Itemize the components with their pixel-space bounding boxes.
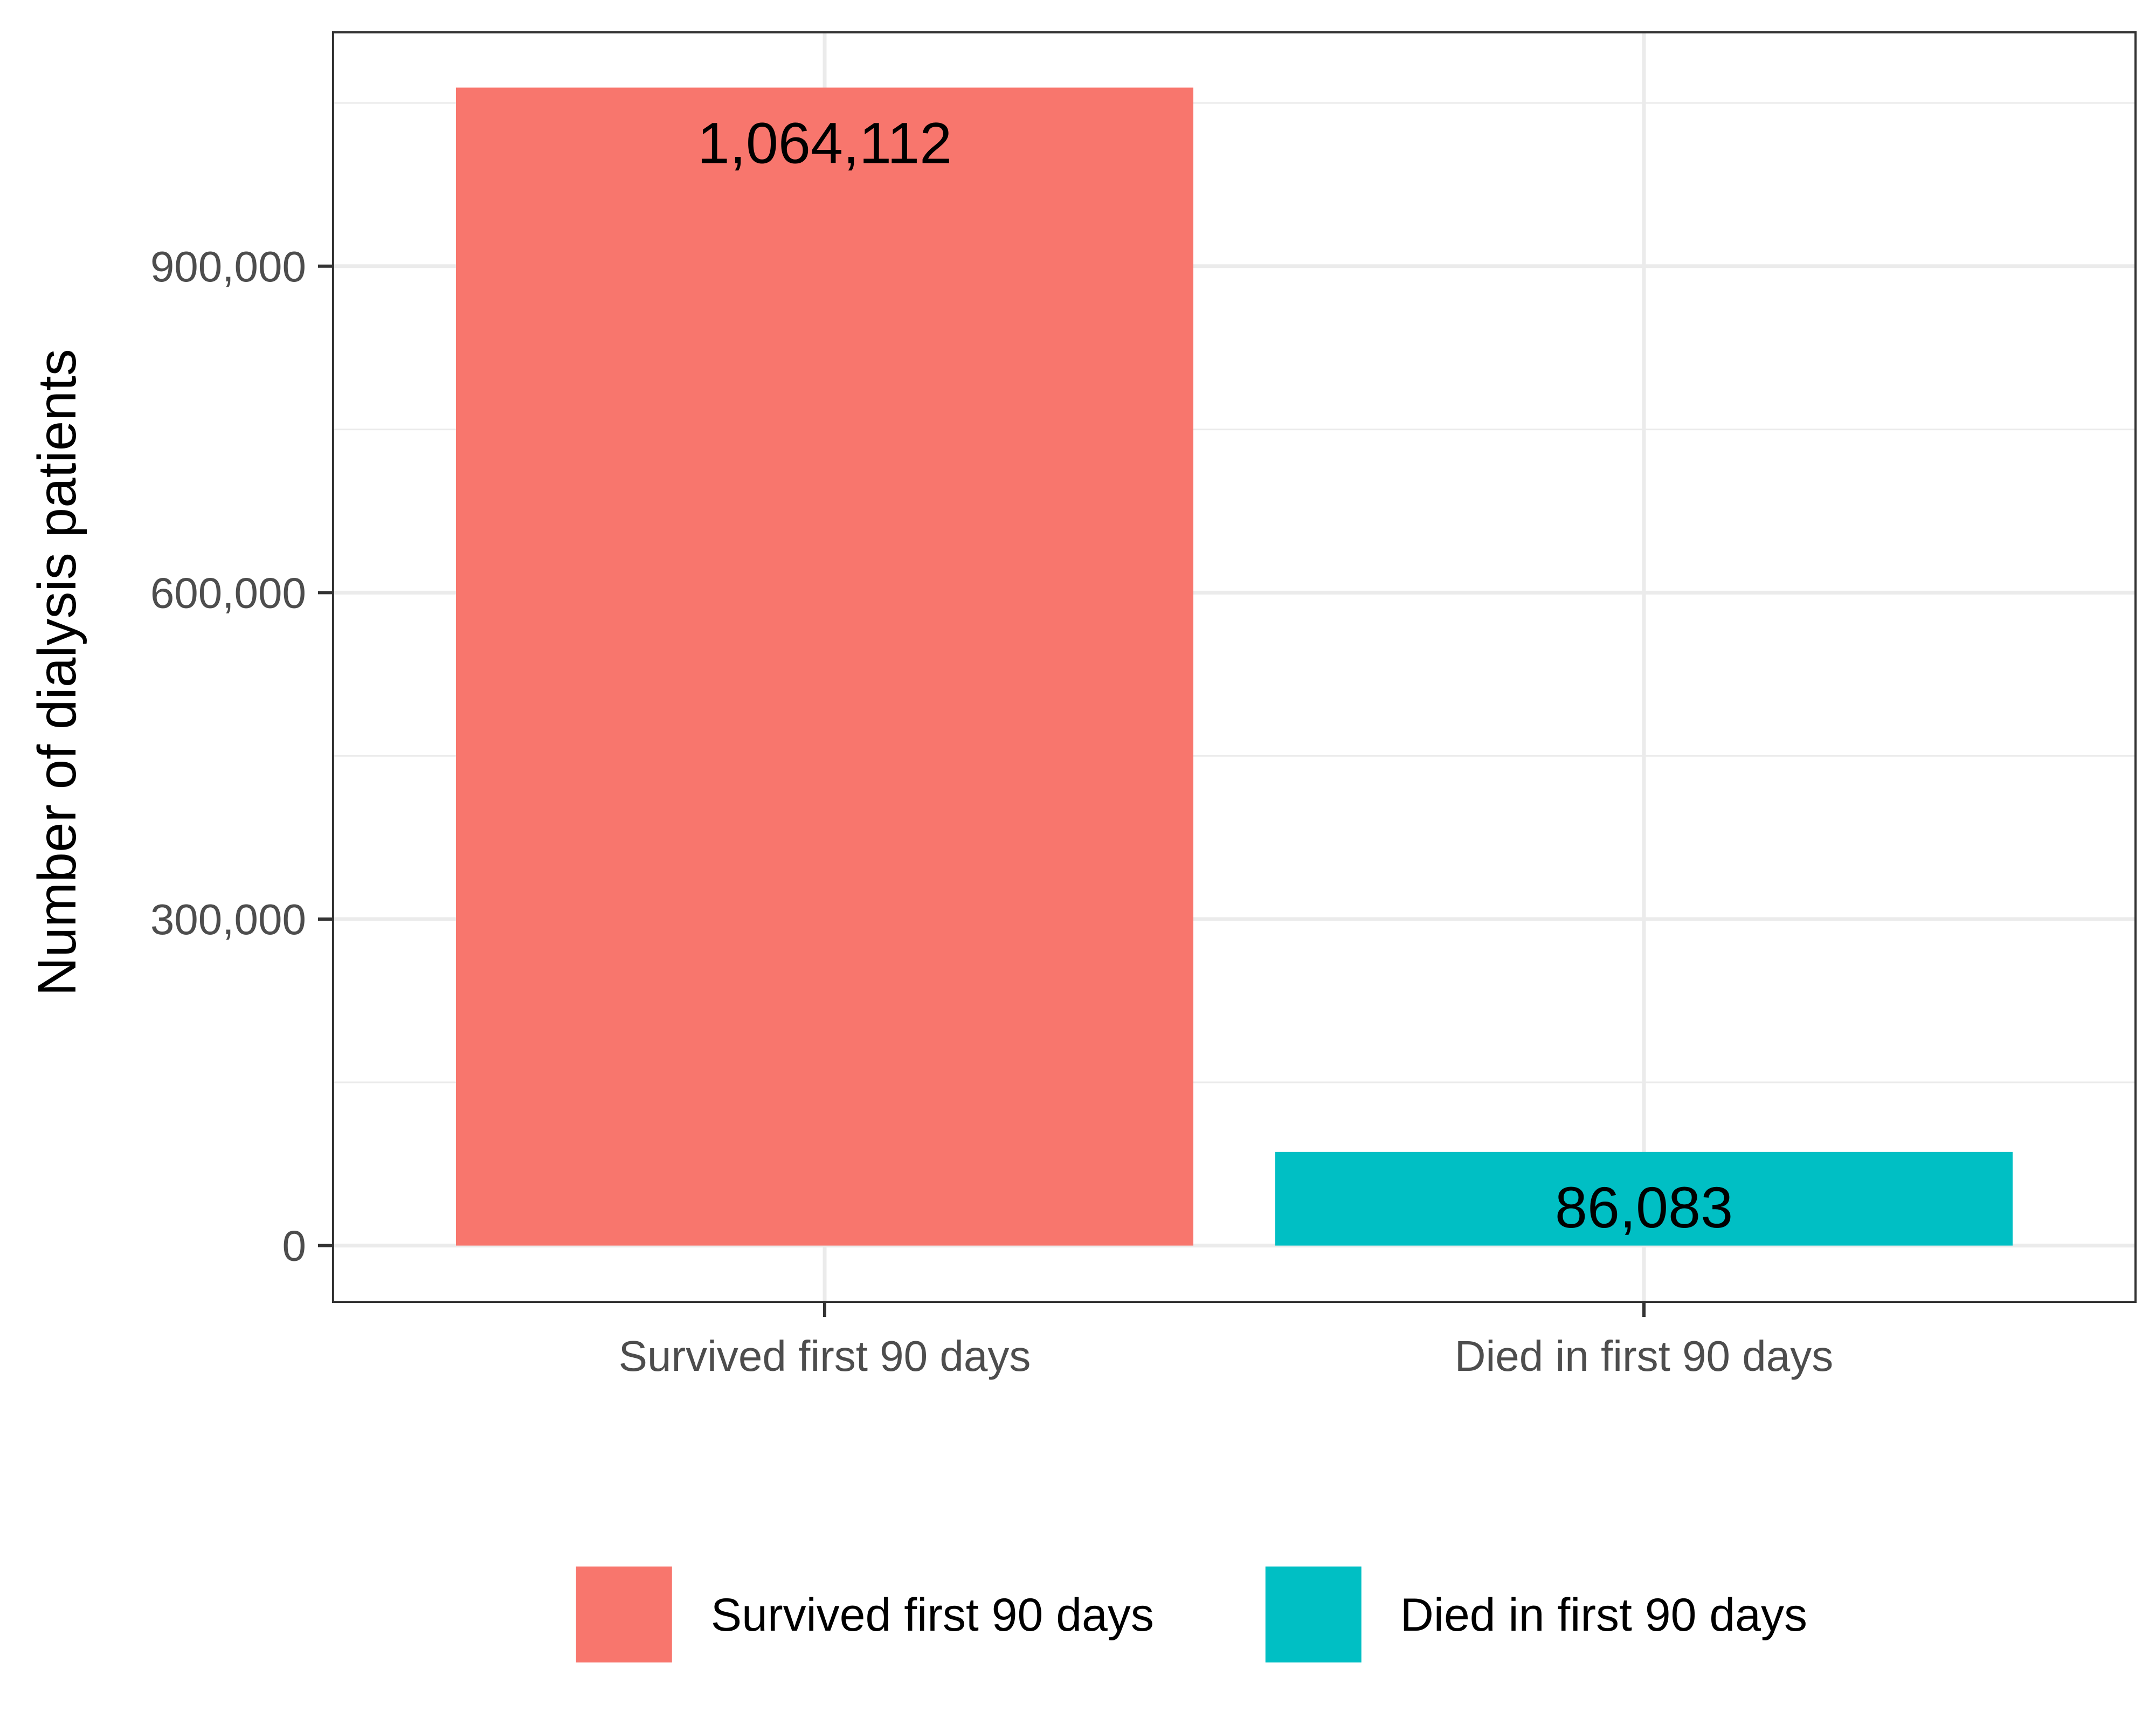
legend-label: Survived first 90 days (711, 1589, 1154, 1641)
bar (1275, 1151, 2013, 1246)
legend-label: Died in first 90 days (1400, 1589, 1807, 1641)
bars: 1,064,112 86,083 (456, 87, 2013, 1246)
x-tick-label: Survived first 90 days (619, 1332, 1031, 1380)
y-axis-title: Number of dialysis patients (27, 349, 87, 996)
axes: 0 300,000 600,000 900,000 Survived first 90 … (150, 243, 1833, 1380)
bar-value-label: 86,083 (1555, 1175, 1733, 1240)
y-tick-label: 900,000 (150, 243, 306, 291)
y-tick-label: 300,000 (150, 895, 306, 943)
legend: Survived first 90 days Died in first 90 d… (576, 1567, 1807, 1662)
legend-key (576, 1567, 672, 1662)
bar-value-label: 1,064,112 (697, 111, 952, 176)
y-tick-label: 600,000 (150, 569, 306, 617)
bar (456, 87, 1193, 1246)
legend-key (1265, 1567, 1362, 1662)
y-tick-label: 0 (282, 1222, 307, 1270)
panel-border (332, 31, 2137, 1303)
x-tick-label: Died in first 90 days (1455, 1332, 1834, 1380)
